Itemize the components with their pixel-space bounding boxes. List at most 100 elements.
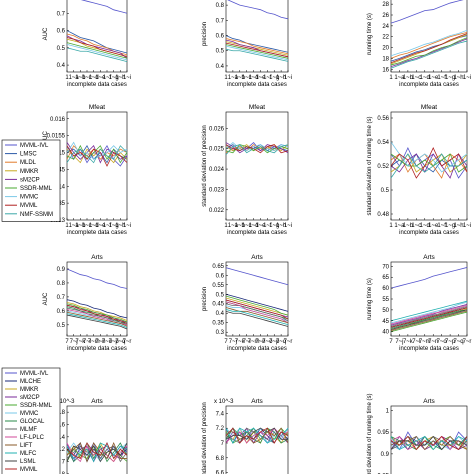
x-tick-label: 7~k [75,339,86,345]
x-tick-label: 1~g [109,75,119,81]
x-tick-label: 7~l [243,339,251,345]
y-tick-label: 0.6 [57,29,66,35]
series-line-nmf-ssmm [66,145,128,164]
x-tick-label: 1~f [103,223,112,229]
y-axis-label: AUC [43,292,49,305]
series-line-mlfc [66,313,128,328]
series-line-mlfc [390,300,468,322]
y-tick-label: 20 [382,46,389,52]
x-tick-label: 1~h [115,223,125,229]
chart-title: Mfeat [421,104,437,111]
x-tick-label: 1~b [235,75,246,81]
legend-entry: MVML-IVL [20,143,49,149]
x-tick-label: 1~i [284,75,292,81]
y-tick-label: 0.4 [57,63,66,69]
legend-entry: sM2CP [20,177,40,183]
y-tick-label: 26 [382,13,389,19]
chart-panel-2: 0.4 0.5 0.6 0.7 0.8 1 1~a1~b1~c1~d1~e1~f1~g1~h… [202,0,292,88]
series-line-mvml [225,299,289,320]
y-tick-label: 0.6 [216,273,225,279]
x-tick-label: 1~c [82,223,92,229]
legend-entry: MLDL [20,160,37,166]
y-tick-label: 0.8 [57,281,66,287]
series-line-mmkr [66,148,128,164]
y-tick-label: 7.2 [57,447,66,453]
series-line-mmkr [225,41,289,56]
x-tick-label: 1 [224,223,228,229]
y-axis-label: standard deviation of running time (s) [367,393,373,474]
y-tick-label: 0.7 [57,295,66,301]
y-tick-label: 0.8 [216,3,225,9]
x-tick-label: 1~a [69,75,80,81]
y-axis-label: AUC [43,27,49,40]
series-line-mvmc [390,301,468,324]
x-tick-label: 1~f [263,75,272,81]
x-tick-label: 1~i [284,223,292,229]
x-axis-label: incomplete data cases [227,230,287,236]
series-line-mldl [225,38,289,55]
x-tick-label: 7~q [276,339,286,345]
y-tick-label: 0.35 [212,321,224,327]
plot-frame [66,111,128,221]
x-tick-label: 1~b [403,75,414,81]
plot-frame [225,0,289,73]
x-tick-label: 1~i [463,75,471,81]
legend-entry: NMF-SSMM [20,212,53,218]
x-tick-label: 7~p [109,339,120,345]
y-tick-label: 0.4 [216,311,225,317]
y-tick-label: 0.45 [212,302,224,308]
chart-title: Mfeat [249,104,265,111]
series-line-mvml [66,304,128,324]
x-tick-label: 1~g [445,75,455,81]
x-tick-label: 1~b [75,223,86,229]
x-axis-label: incomplete data cases [227,346,287,352]
y-tick-label: 7.4 [216,411,225,417]
x-tick-label: 1 [224,75,228,81]
legend-2: MVML-IVL MLCHE MMKR sM2CP SSDR-MML MVMC GLOCAL… [1,367,61,474]
x-tick-label: 1~e [428,75,439,81]
plot-frame [66,405,128,474]
y-tick-label: 7 [221,441,225,447]
y-tick-label: 50 [382,308,389,314]
series-line-ssdr-mml [66,144,128,164]
y-tick-label: 40 [382,330,389,336]
series-line-mlmf [390,306,468,327]
x-tick-label: 7~n [255,339,265,345]
y-axis-label: standard deviation of precision [202,125,208,206]
legend-entry: MVML-IVL [20,371,49,377]
x-tick-label: 1~d [420,223,430,229]
series-line-lsml [225,310,289,327]
x-tick-label: 1~h [276,75,286,81]
x-tick-label: 1~b [235,223,246,229]
chart-panel-9: 40 45 50 55 60 65 70 7 7~j 7~k 7~l7~m7~n7~o7~p7~q7… [367,254,471,352]
series-line-nmf-ssmm [390,153,468,179]
x-axis-label: incomplete data cases [399,230,459,236]
series-line-lift [225,307,289,324]
y-tick-label: 7 [62,460,66,466]
x-tick-label: 1~e [95,223,106,229]
series-line-lmsc [66,30,128,54]
legend-entry: MLCHE [20,379,41,385]
x-tick-label: 1~f [263,223,272,229]
series-line-ssdr-mml [66,42,128,59]
x-axis-label: incomplete data cases [67,230,127,236]
legend-entry: LMSC [20,152,37,158]
y-tick-label: 0.7 [216,18,225,24]
y-tick-label: 0.022 [209,208,225,214]
x-tick-label: 1~b [75,75,86,81]
series-line-mvml [390,435,468,451]
series-line-mvml-ivl [390,0,464,24]
series-line-mmkr [225,297,289,316]
x-axis-label: incomplete data cases [227,82,287,88]
x-tick-label: 7~p [445,339,456,345]
legend-entry: MMKR [20,169,39,175]
x-tick-label: 1~d [89,223,99,229]
y-tick-label: 0.026 [209,126,225,132]
y-tick-label: 0.025 [209,147,225,153]
x-tick-label: 7~m [248,339,260,345]
series-line-mvml-ivl [225,267,289,286]
series-line-mlfc [66,442,128,463]
series-line-mlfc [225,309,289,326]
series-line-mldl [390,31,468,59]
